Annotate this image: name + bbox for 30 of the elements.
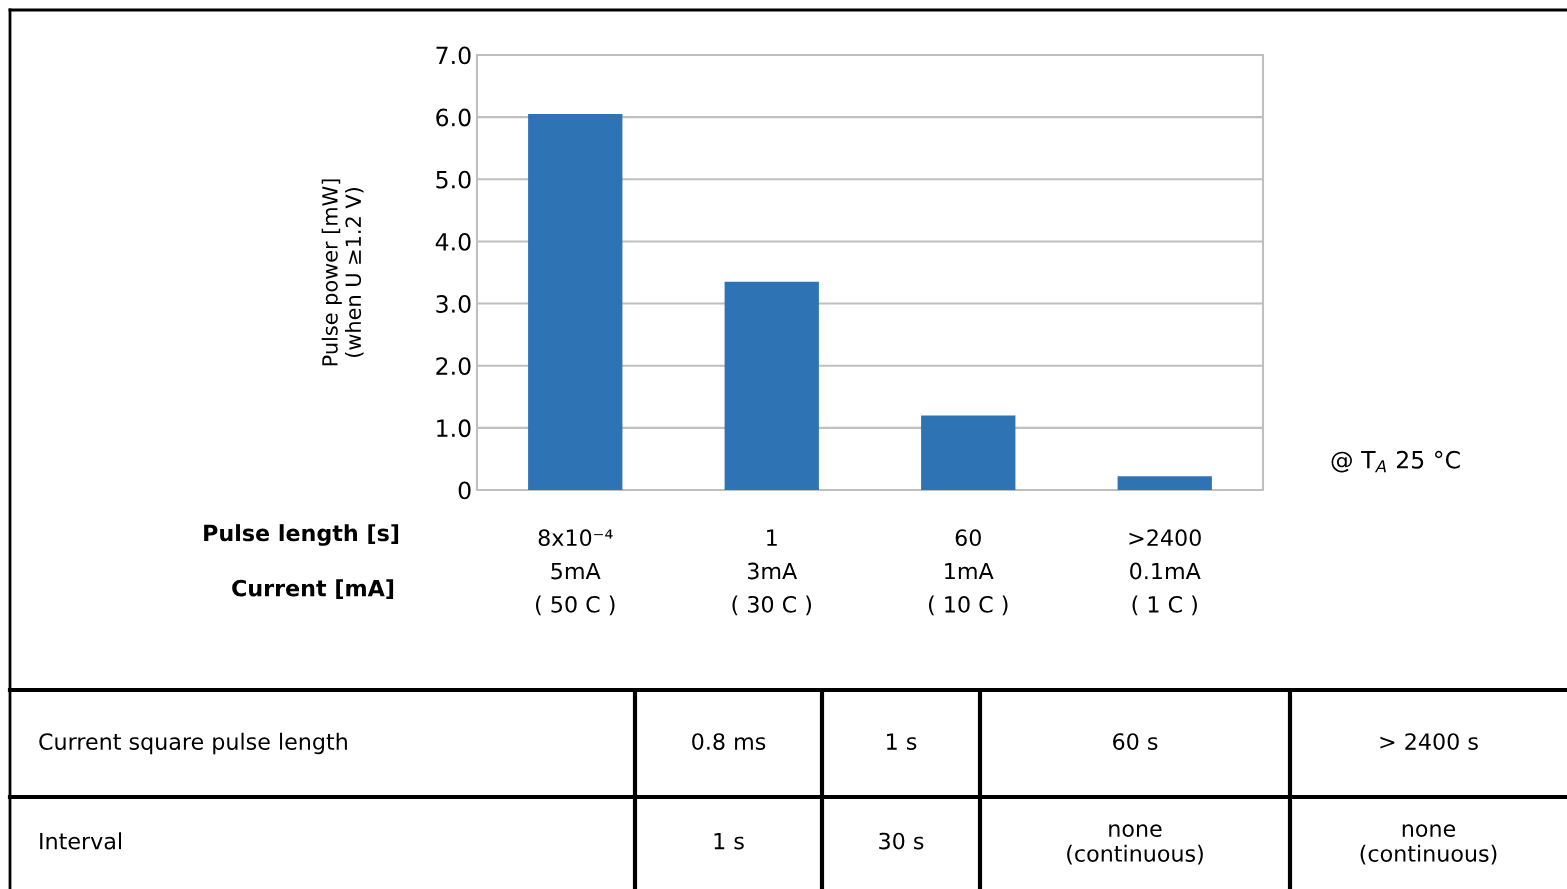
text: 0.8 ms (692, 733, 766, 750)
text: 30 s (879, 832, 924, 850)
y-tick-label: 0 (458, 481, 471, 500)
text: 60 s (1113, 733, 1158, 750)
y-tick-label: 2.0 (436, 357, 471, 376)
text: Current [mA] (232, 579, 394, 600)
bar (921, 415, 1016, 490)
x-tick-label: 60 1mA ( 10 C ) (929, 529, 1008, 616)
y-tick-label: 5.0 (436, 170, 471, 189)
y-tick-label: 4.0 (435, 232, 471, 251)
x-tick-label: >2400 0.1mA ( 1 C ) (1129, 529, 1201, 616)
x-tick-label: 1 3mA ( 30 C ) (732, 529, 811, 616)
bar (724, 281, 819, 490)
text: Pulse length [s] (204, 524, 399, 546)
text: Interval (40, 832, 122, 850)
text: Current square pulse length (39, 732, 347, 755)
bar (1117, 476, 1212, 490)
y-axis-title: Pulse power [mW] (when U ≥1.2 V) (321, 179, 364, 366)
y-tick-label: 7.0 (436, 46, 471, 65)
y-tick-label: 3.0 (436, 295, 471, 313)
y-tick-label: 1.0 (437, 419, 471, 438)
text: 1 s (714, 832, 744, 850)
text: none (continuous) (1067, 824, 1203, 865)
text: > 2400 s (1380, 733, 1478, 750)
y-tick-label: 6.0 (436, 108, 471, 127)
text: 1 s (887, 733, 917, 750)
x-tick-label: 8x10⁻⁴ 5mA ( 50 C ) (536, 529, 615, 616)
text: none (continuous) (1360, 824, 1497, 865)
text: @ T$_{A}$ 25 °C (1331, 450, 1460, 473)
bar (528, 114, 623, 490)
